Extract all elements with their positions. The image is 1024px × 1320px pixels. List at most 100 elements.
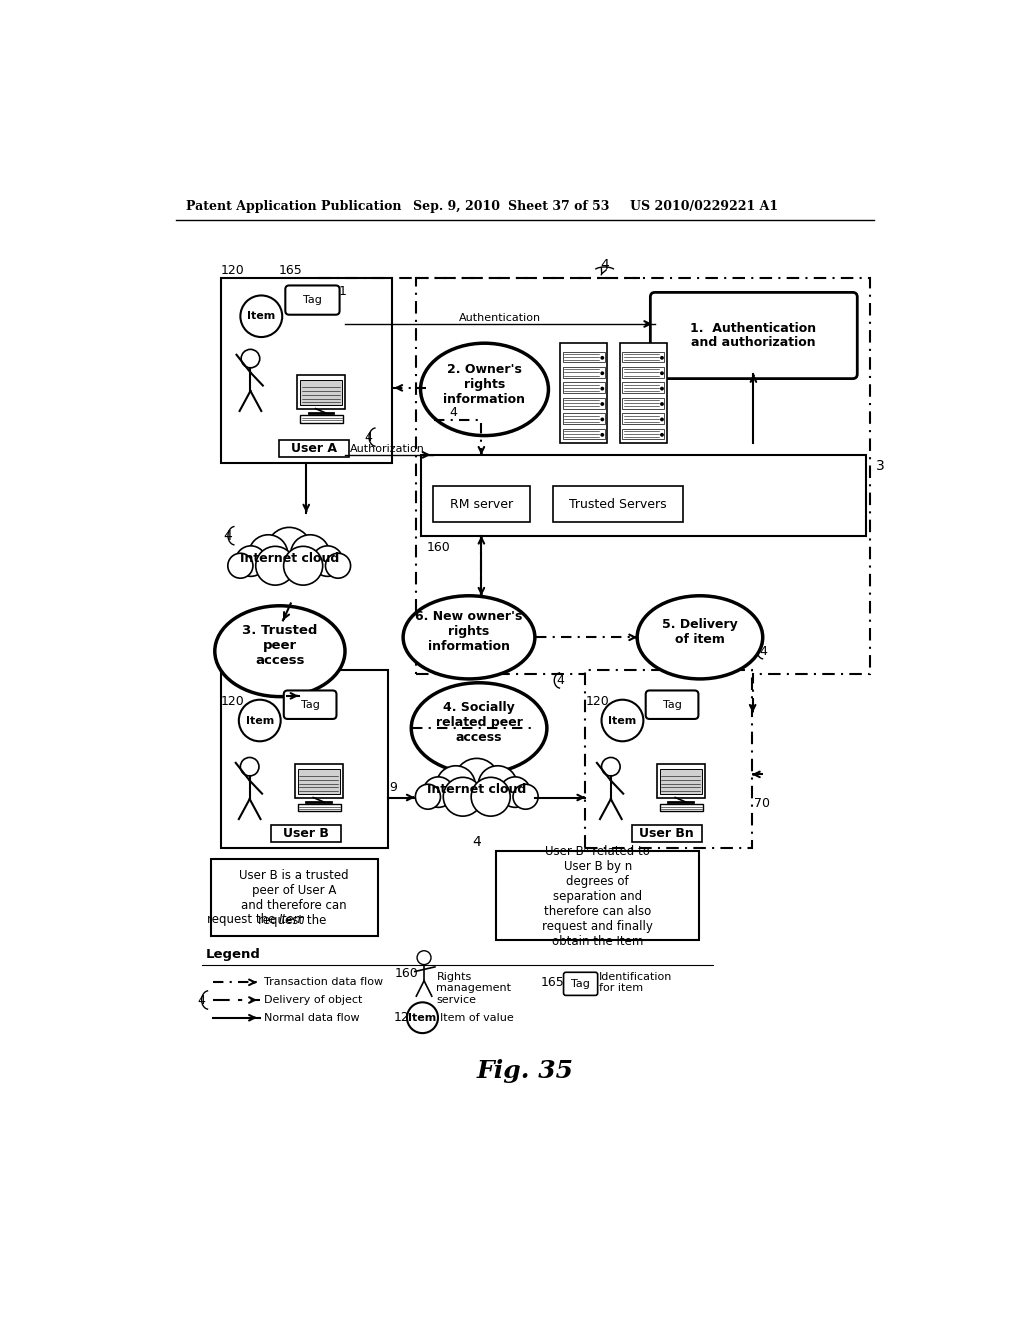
- Circle shape: [407, 1002, 438, 1034]
- Circle shape: [236, 546, 266, 577]
- Text: Delivery of object: Delivery of object: [263, 995, 362, 1005]
- Circle shape: [660, 356, 664, 360]
- Text: US 2010/0229221 A1: US 2010/0229221 A1: [630, 199, 778, 213]
- Text: Authentication: Authentication: [459, 313, 541, 323]
- Circle shape: [312, 546, 343, 577]
- Text: Item: Item: [246, 715, 273, 726]
- Text: 160: 160: [427, 541, 451, 554]
- Text: 4: 4: [365, 430, 372, 444]
- Text: 2. Owner's
rights
information: 2. Owner's rights information: [443, 363, 525, 407]
- Text: User B is a trusted
peer of User A
and therefore can
request the: User B is a trusted peer of User A and t…: [239, 869, 348, 927]
- Text: Tag: Tag: [303, 296, 322, 305]
- Text: Patent Application Publication: Patent Application Publication: [186, 199, 401, 213]
- Circle shape: [660, 371, 664, 375]
- FancyBboxPatch shape: [221, 277, 391, 462]
- Circle shape: [601, 700, 643, 742]
- Text: 165: 165: [541, 975, 564, 989]
- FancyBboxPatch shape: [563, 351, 604, 363]
- FancyBboxPatch shape: [433, 487, 530, 521]
- FancyBboxPatch shape: [563, 367, 604, 378]
- Text: 9: 9: [389, 781, 397, 795]
- Text: User B: User B: [284, 828, 329, 841]
- Text: Internet cloud: Internet cloud: [427, 783, 526, 796]
- Circle shape: [601, 758, 621, 776]
- Circle shape: [241, 758, 259, 776]
- Text: Item: Item: [247, 312, 275, 321]
- Text: User A: User A: [291, 442, 337, 455]
- FancyBboxPatch shape: [286, 285, 340, 314]
- Text: Trusted Servers: Trusted Servers: [569, 498, 667, 511]
- Circle shape: [256, 546, 295, 585]
- Text: Identification
for item: Identification for item: [599, 972, 673, 993]
- Text: Sheet 37 of 53: Sheet 37 of 53: [508, 199, 609, 213]
- FancyBboxPatch shape: [621, 343, 667, 444]
- Ellipse shape: [637, 595, 763, 678]
- Text: Item of value: Item of value: [440, 1012, 514, 1023]
- Ellipse shape: [412, 682, 547, 774]
- Text: Tag: Tag: [571, 979, 590, 989]
- Circle shape: [267, 528, 311, 572]
- Text: 4: 4: [760, 644, 767, 657]
- Circle shape: [471, 777, 510, 816]
- FancyBboxPatch shape: [300, 380, 342, 405]
- Circle shape: [249, 535, 288, 574]
- Text: 120: 120: [586, 694, 609, 708]
- Circle shape: [227, 553, 253, 578]
- FancyBboxPatch shape: [586, 671, 752, 847]
- Circle shape: [600, 371, 604, 375]
- FancyBboxPatch shape: [563, 429, 604, 440]
- FancyBboxPatch shape: [623, 367, 665, 378]
- FancyBboxPatch shape: [300, 414, 343, 422]
- Circle shape: [436, 766, 475, 805]
- Text: 6. New owner's
rights
information: 6. New owner's rights information: [416, 610, 522, 653]
- FancyBboxPatch shape: [221, 671, 388, 847]
- Text: Item: Item: [280, 912, 306, 925]
- Text: Legend: Legend: [206, 948, 260, 961]
- Text: 165: 165: [291, 694, 314, 708]
- FancyBboxPatch shape: [553, 487, 683, 521]
- Circle shape: [455, 759, 499, 803]
- Circle shape: [660, 433, 664, 437]
- Text: Transaction data flow: Transaction data flow: [263, 977, 383, 987]
- FancyBboxPatch shape: [496, 851, 699, 940]
- Circle shape: [241, 296, 283, 337]
- Text: Rights
management
service: Rights management service: [436, 972, 511, 1005]
- FancyBboxPatch shape: [563, 413, 604, 424]
- Circle shape: [600, 433, 604, 437]
- Text: 4. Socially
related peer
access: 4. Socially related peer access: [435, 701, 522, 744]
- FancyBboxPatch shape: [211, 859, 378, 936]
- Text: 5. Delivery
of item: 5. Delivery of item: [663, 618, 738, 645]
- Text: User Bn: User Bn: [639, 828, 694, 841]
- Text: 120: 120: [393, 1011, 418, 1024]
- Text: User Bⁿ related to
User B by n
degrees of
separation and
therefore can also
requ: User Bⁿ related to User B by n degrees o…: [543, 845, 653, 948]
- Circle shape: [416, 784, 440, 809]
- Text: Fig. 35: Fig. 35: [476, 1059, 573, 1082]
- Circle shape: [443, 777, 482, 816]
- Text: Tag: Tag: [663, 700, 682, 710]
- Circle shape: [600, 387, 604, 391]
- Circle shape: [500, 777, 530, 808]
- FancyBboxPatch shape: [284, 690, 337, 719]
- Text: 160: 160: [395, 966, 419, 979]
- FancyBboxPatch shape: [623, 413, 665, 424]
- Circle shape: [417, 950, 431, 965]
- FancyBboxPatch shape: [298, 770, 340, 793]
- Text: 3. Trusted
peer
access: 3. Trusted peer access: [243, 624, 317, 668]
- Circle shape: [513, 784, 539, 809]
- FancyBboxPatch shape: [659, 804, 703, 812]
- FancyBboxPatch shape: [659, 770, 701, 793]
- Circle shape: [326, 553, 350, 578]
- Text: Internet cloud: Internet cloud: [240, 552, 339, 565]
- FancyBboxPatch shape: [563, 383, 604, 393]
- Circle shape: [660, 387, 664, 391]
- Text: 120: 120: [221, 694, 245, 708]
- Text: 1: 1: [339, 285, 347, 298]
- FancyBboxPatch shape: [656, 763, 705, 797]
- Text: Normal data flow: Normal data flow: [263, 1012, 359, 1023]
- FancyBboxPatch shape: [560, 343, 607, 444]
- Circle shape: [284, 546, 323, 585]
- Text: 4: 4: [198, 994, 206, 1007]
- FancyBboxPatch shape: [623, 351, 665, 363]
- Text: 120: 120: [221, 264, 245, 277]
- FancyBboxPatch shape: [421, 455, 866, 536]
